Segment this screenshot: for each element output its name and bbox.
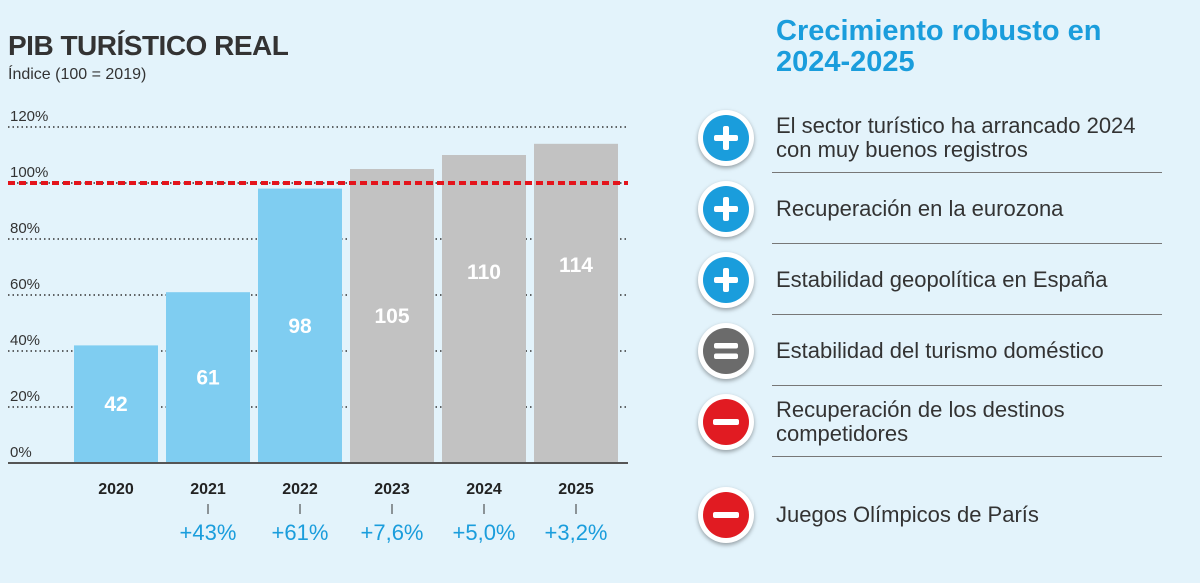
minus-icon (703, 399, 749, 445)
badge (698, 252, 754, 308)
plus-icon-glyph (714, 126, 738, 150)
factor-label: El sector turístico ha arrancado 2024 co… (776, 113, 1136, 162)
bar-value-label: 42 (104, 393, 127, 416)
chart-title: PIB TURÍSTICO REAL (8, 30, 289, 61)
x-tick-label: 2023 (374, 481, 410, 498)
bar-value-label: 110 (467, 261, 501, 284)
divider (772, 314, 1162, 315)
glyph-stroke (723, 268, 729, 292)
y-tick-label: 100% (10, 164, 48, 181)
badge (698, 110, 754, 166)
panel-title: Crecimiento robusto en 2024-2025 (776, 15, 1102, 78)
glyph-stroke (714, 343, 738, 349)
factor-label: Recuperación en la eurozona (776, 196, 1064, 221)
growth-label: +3,2% (545, 520, 608, 545)
divider (772, 456, 1162, 457)
bar-value-label: 98 (288, 315, 312, 338)
glyph-stroke (713, 512, 739, 518)
badge (698, 323, 754, 379)
badge (698, 394, 754, 450)
badge (698, 181, 754, 237)
growth-label: +7,6% (361, 520, 424, 545)
divider (772, 385, 1162, 386)
badge (698, 487, 754, 543)
factor-item: Recuperación de los destinos competidore… (694, 387, 1174, 457)
minus-icon-glyph (713, 512, 739, 518)
growth-label: +43% (180, 520, 237, 545)
divider (772, 243, 1162, 244)
bar (534, 143, 618, 464)
bar-value-label: 105 (374, 305, 409, 328)
equal-icon (703, 328, 749, 374)
equal-icon-glyph (714, 343, 738, 359)
plus-icon (703, 257, 749, 303)
bar-chart: 0% 20% 40% 60% 80% 100% 120% 42 2020 61 2021 +43% 98… (8, 108, 628, 545)
y-tick-label: 40% (10, 332, 40, 349)
outlook-panel: Crecimiento robusto en 2024-2025 El sect… (694, 0, 1174, 583)
bar (74, 345, 158, 463)
chart-subtitle: Índice (100 = 2019) (8, 66, 147, 83)
y-tick-label: 20% (10, 388, 40, 405)
y-tick-label: 60% (10, 276, 40, 293)
plus-icon-glyph (714, 268, 738, 292)
glyph-stroke (723, 197, 729, 221)
factor-label: Estabilidad del turismo doméstico (776, 338, 1104, 363)
bar (258, 188, 342, 463)
x-tick-label: 2022 (282, 481, 318, 498)
factor-label: Juegos Olímpicos de París (776, 502, 1039, 527)
y-tick-label: 0% (10, 444, 32, 461)
plus-icon-glyph (714, 197, 738, 221)
bar (166, 292, 250, 463)
x-tick-label: 2024 (466, 481, 502, 498)
plus-icon (703, 186, 749, 232)
plus-icon (703, 115, 749, 161)
minus-icon (703, 492, 749, 538)
factor-item: Juegos Olímpicos de París (694, 480, 1174, 550)
y-tick-label: 120% (10, 108, 48, 125)
glyph-stroke (723, 126, 729, 150)
y-tick-label: 80% (10, 220, 40, 237)
bar (350, 169, 434, 463)
factor-item: El sector turístico ha arrancado 2024 co… (694, 103, 1174, 173)
bar-value-label: 114 (559, 254, 593, 277)
factor-item: Recuperación en la eurozona (694, 174, 1174, 244)
factor-label: Recuperación de los destinos competidore… (776, 397, 1065, 446)
bar (442, 155, 526, 463)
glyph-stroke (714, 353, 738, 359)
x-tick-label: 2025 (558, 481, 594, 498)
glyph-stroke (713, 419, 739, 425)
factor-item: Estabilidad del turismo doméstico (694, 316, 1174, 386)
x-tick-label: 2021 (190, 481, 226, 498)
factor-label: Estabilidad geopolítica en España (776, 267, 1108, 292)
divider (772, 172, 1162, 173)
minus-icon-glyph (713, 419, 739, 425)
growth-label: +5,0% (453, 520, 516, 545)
x-tick-label: 2020 (98, 481, 134, 498)
growth-label: +61% (272, 520, 329, 545)
bar-value-label: 61 (196, 367, 220, 390)
factor-item: Estabilidad geopolítica en España (694, 245, 1174, 315)
